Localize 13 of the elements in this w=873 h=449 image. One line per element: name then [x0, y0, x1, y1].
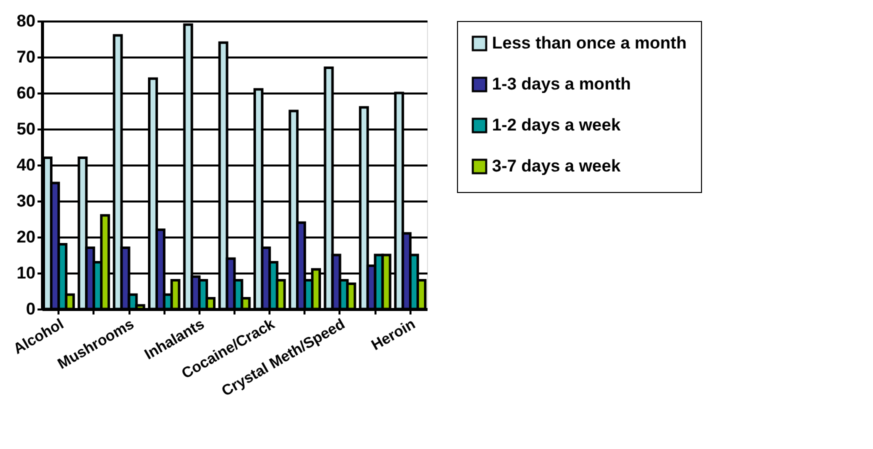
y-tick-label: 40	[16, 156, 36, 174]
y-tick-label: 80	[16, 12, 36, 30]
legend-label: 1-3 days a month	[492, 74, 631, 94]
y-tick-label: 20	[16, 228, 36, 246]
y-tick-label: 30	[16, 192, 36, 210]
legend-label: 1-2 days a week	[492, 116, 622, 134]
legend-label: 3-7 days a week	[492, 156, 622, 176]
y-tick-label: 70	[16, 48, 36, 66]
y-tick-label: 10	[16, 264, 36, 282]
y-tick-label: 0	[26, 300, 36, 318]
legend-label: Less than once a month	[492, 34, 687, 52]
y-tick-label: 60	[16, 84, 36, 102]
y-tick-label: 50	[16, 120, 36, 138]
